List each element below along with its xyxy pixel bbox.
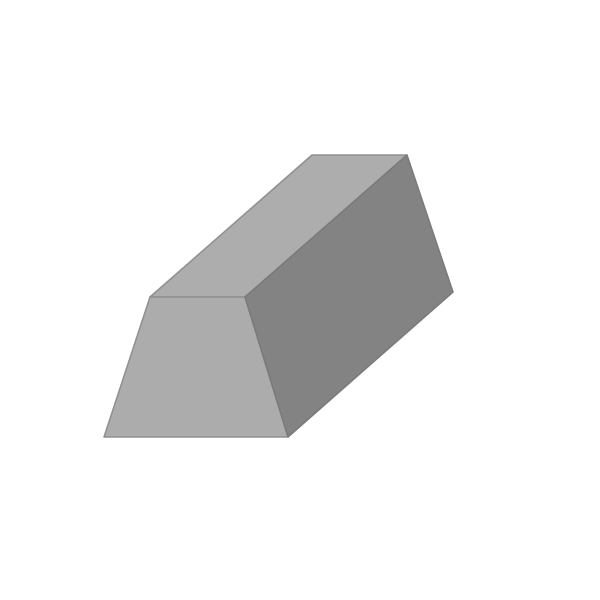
prism-side-face — [244, 154, 454, 438]
